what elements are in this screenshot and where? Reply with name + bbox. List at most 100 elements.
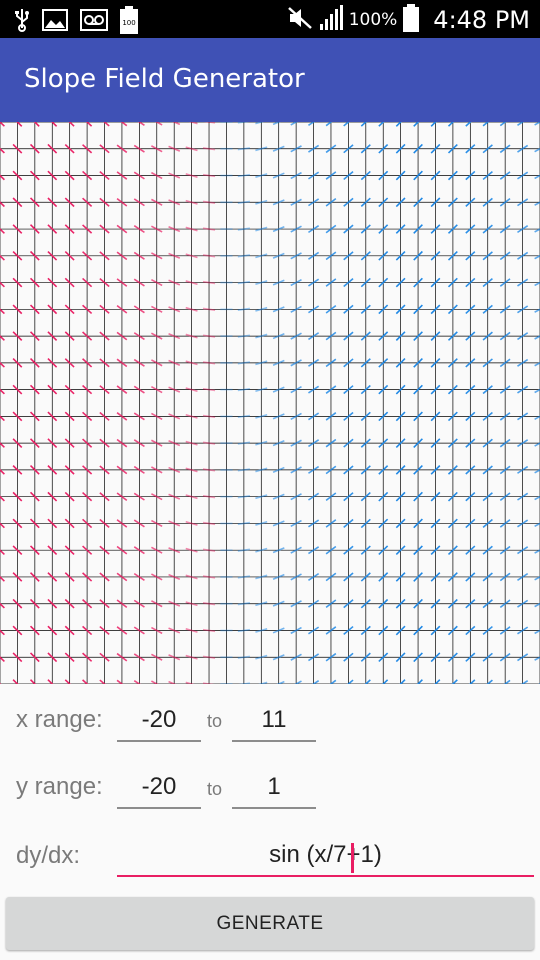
slope-segment [185, 306, 198, 312]
slope-segment [82, 277, 93, 288]
slope-segment [202, 147, 216, 151]
slope-segment [168, 654, 181, 661]
x-range-to-label: to [207, 711, 223, 731]
slope-segment [133, 519, 145, 528]
slope-segment [395, 572, 406, 582]
slope-segment [517, 358, 529, 367]
slope-segment [133, 144, 145, 153]
slope-segment [482, 170, 493, 181]
slope-segment [185, 146, 198, 152]
slope-segment [82, 572, 93, 582]
slope-segment [0, 442, 5, 448]
slope-segment [255, 199, 268, 205]
slope-segment [0, 602, 5, 609]
slope-segment [325, 122, 333, 127]
slope-segment [185, 280, 198, 285]
slope-segment [116, 385, 128, 394]
slope-segment [308, 225, 320, 234]
slope-segment [202, 521, 216, 526]
slope-segment [430, 465, 441, 475]
slope-segment [430, 170, 441, 181]
slope-segment [82, 599, 93, 609]
slope-segment [430, 358, 441, 368]
slope-segment [47, 358, 58, 368]
slope-segment [29, 491, 40, 502]
slope-segment [237, 521, 251, 526]
slope-segment [272, 627, 285, 634]
slope-segment [185, 494, 198, 500]
slope-segment [237, 387, 251, 392]
slope-segment [29, 197, 40, 208]
slope-segment [360, 224, 371, 234]
slope-segment [308, 412, 320, 421]
slope-segment [447, 304, 458, 315]
slope-segment [534, 361, 540, 367]
slope-segment [12, 384, 23, 395]
slope-segment [29, 304, 40, 315]
slope-segment [272, 145, 285, 152]
slope-segment [116, 545, 128, 555]
slope-segment [290, 466, 302, 474]
slope-segment [151, 305, 163, 313]
slope-segment [430, 625, 441, 636]
slope-segment [413, 625, 423, 636]
slope-segment [534, 174, 540, 180]
slope-segment [99, 304, 110, 314]
slope-segment [133, 653, 145, 662]
y-range-to-label: to [207, 779, 223, 799]
voicemail-icon [80, 9, 108, 35]
slope-segment [434, 679, 441, 684]
slope-segment [447, 598, 458, 609]
slope-segment [168, 627, 181, 634]
slope-segment [308, 305, 320, 314]
slope-segment [538, 683, 540, 684]
y-max-input[interactable] [232, 767, 316, 809]
slope-segment [499, 197, 511, 207]
generate-button[interactable]: GENERATE [6, 897, 534, 950]
slope-segment [185, 601, 198, 607]
slope-segment [99, 224, 110, 234]
slope-segment [151, 519, 163, 528]
equation-input[interactable] [117, 835, 534, 877]
slope-segment [29, 357, 40, 368]
slope-segment [29, 518, 40, 529]
slope-segment [64, 143, 75, 154]
slope-segment [482, 625, 493, 636]
slope-segment [343, 572, 354, 582]
slope-segment [0, 468, 5, 475]
slope-segment [47, 465, 58, 475]
slope-segment [0, 388, 5, 395]
x-min-input[interactable] [117, 700, 201, 742]
slope-segment [534, 201, 540, 206]
slope-segment [499, 122, 507, 127]
slope-segment [64, 652, 75, 663]
x-max-input[interactable] [232, 700, 316, 742]
slope-segment [47, 224, 58, 234]
slope-segment [151, 546, 163, 554]
slope-segment [116, 197, 128, 207]
slope-segment [99, 278, 110, 288]
slope-segment [12, 250, 23, 261]
slope-segment [413, 250, 423, 261]
slope-segment [185, 360, 198, 366]
slope-segment [534, 442, 540, 447]
slope-segment [272, 547, 285, 554]
slope-segment [521, 679, 529, 684]
slope-segment [343, 465, 354, 475]
battery-icon [403, 4, 420, 36]
slope-segment [255, 122, 265, 125]
slope-segment [534, 629, 540, 635]
slope-segment [116, 652, 128, 662]
slope-segment [272, 279, 285, 286]
slope-segment [395, 438, 406, 448]
y-min-input[interactable] [117, 767, 201, 809]
slope-segment [343, 251, 354, 261]
slope-segment [482, 492, 493, 502]
slope-segment [64, 438, 75, 448]
slope-segment [482, 251, 493, 261]
slope-segment [168, 573, 181, 581]
slope-segment [272, 359, 285, 366]
slope-segment [82, 518, 93, 529]
slope-segment [482, 652, 493, 662]
slope-segment [325, 465, 337, 475]
